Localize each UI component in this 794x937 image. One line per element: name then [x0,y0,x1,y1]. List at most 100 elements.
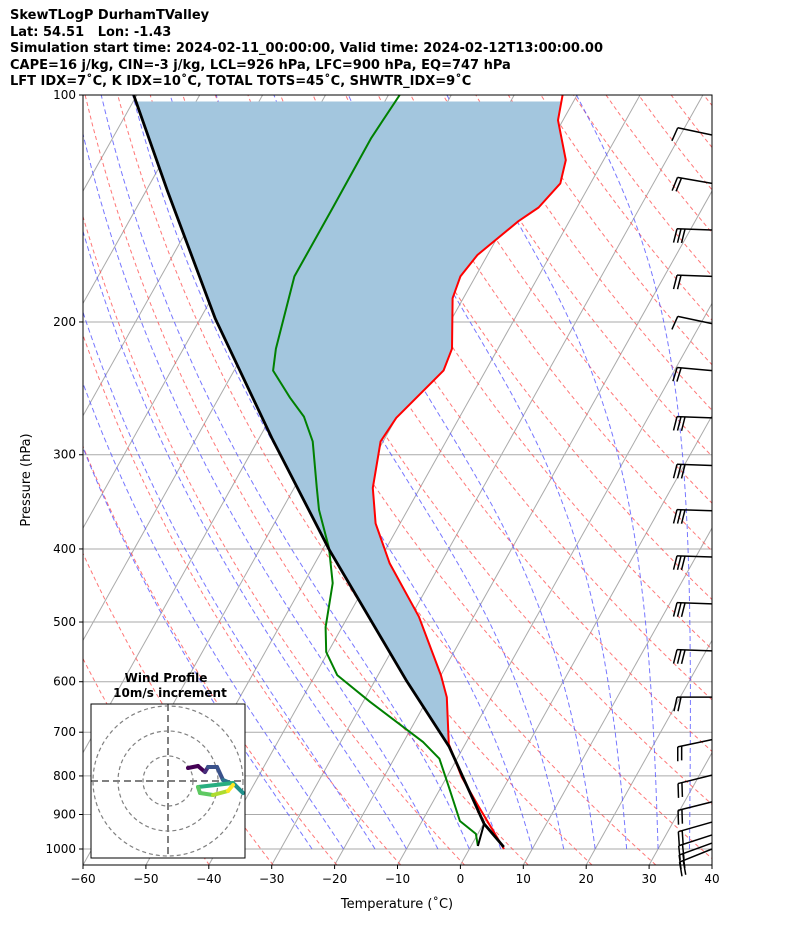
wind-barb [678,848,713,877]
moist-adiabat [83,310,376,850]
isotherm-line [0,95,74,865]
isotherm-line [648,751,712,865]
barb-staff [677,315,713,325]
dry-adiabat [670,95,712,149]
barb-tick [680,509,686,524]
wind-barb [672,508,713,524]
hodograph-plot [91,704,245,858]
barb-tick [672,416,678,431]
moist-adiabat [83,229,407,850]
y-tick-label: 800 [53,769,76,783]
moist-adiabat [446,95,659,850]
y-tick-label: 400 [53,542,76,556]
barb-tick [671,177,679,191]
isotherm-line [0,95,11,865]
barb-staff [676,415,713,419]
isotherm-line [208,95,641,865]
barb-staff [678,821,713,833]
y-tick-label: 900 [53,807,76,821]
wind-barb [677,774,713,798]
barb-tick [678,861,683,877]
barb-tick [676,367,682,382]
barb-tick [672,602,678,617]
x-tick-label: 20 [579,872,594,886]
parcel-line [132,95,505,848]
dry-adiabat [736,95,794,865]
barb-tick [677,697,682,712]
barb-staff [678,842,713,856]
y-tick-label: 200 [53,315,76,329]
x-tick-label: 30 [641,872,656,886]
cin-area [135,101,566,754]
barb-tick [672,228,678,243]
barb-staff [676,648,713,652]
barb-tick [676,464,682,479]
barb-tick [676,275,682,290]
barb-staff [676,601,713,605]
barb-tick [671,316,679,330]
x-tick-label: −60 [70,872,95,886]
dry-adiabat [279,95,712,701]
y-tick-label: 600 [53,675,76,689]
y-tick-label: 1000 [45,842,76,856]
dry-adiabat [605,95,712,234]
barb-tick [680,555,686,571]
y-tick-label: 100 [53,88,76,102]
barb-tick [672,464,678,479]
profile-traces [132,95,567,850]
barb-staff [677,127,713,136]
wind-barb [672,227,713,244]
hodograph-subtitle: 10m/s increment [113,686,227,700]
hodograph-segment [196,781,235,789]
isotherm-line [459,414,712,865]
times-line: Simulation start time: 2024-02-11_00:00:… [10,41,603,56]
x-tick-label: 0 [457,872,465,886]
barb-tick [682,860,687,875]
moist-adiabat [83,446,313,850]
barb-staff [676,508,713,512]
wind-barb [671,127,713,142]
barb-staff [676,274,713,278]
barb-tick [680,464,686,479]
barb-staff [676,555,713,558]
barb-tick [681,830,684,845]
y-tick-label: 500 [53,615,76,629]
wind-barb [671,176,713,192]
hodograph-segment [211,789,230,797]
hodograph-segment [198,791,215,797]
y-tick-label: 700 [53,725,76,739]
hodograph-title: Wind Profile [125,671,208,685]
dry-adiabat [410,95,712,504]
barb-tick [680,228,686,244]
hodograph-segment [226,783,235,793]
moist-adiabat [100,95,470,850]
barb-tick [672,367,678,382]
isotherm-line [334,190,712,865]
wind-barb [672,463,713,479]
y-tick-label: 300 [53,448,76,462]
wind-barb [672,555,713,571]
dry-adiabat [442,95,712,457]
barb-tick [676,228,682,243]
x-tick-label: −30 [259,872,284,886]
dry-adiabat [703,95,712,107]
barb-tick [675,177,683,192]
location-line: Lat: 54.51 Lon: -1.43 [10,25,172,40]
barb-tick [680,416,686,431]
x-tick-label: −10 [385,872,410,886]
isotherm-line [522,527,712,865]
wind-barb [672,648,713,664]
hodograph-segment [215,765,225,782]
barb-tick [672,555,678,570]
hodograph-frame [90,703,246,859]
wind-barb [673,696,712,712]
barb-staff [676,463,713,467]
barb-staff [677,801,713,812]
dry-adiabat [638,95,712,191]
barb-staff [677,366,713,372]
dry-adiabat [312,95,712,650]
cin-shading [135,101,566,754]
dry-adiabat [83,214,465,865]
moist-adiabat [347,95,628,850]
barb-tick [672,509,678,524]
